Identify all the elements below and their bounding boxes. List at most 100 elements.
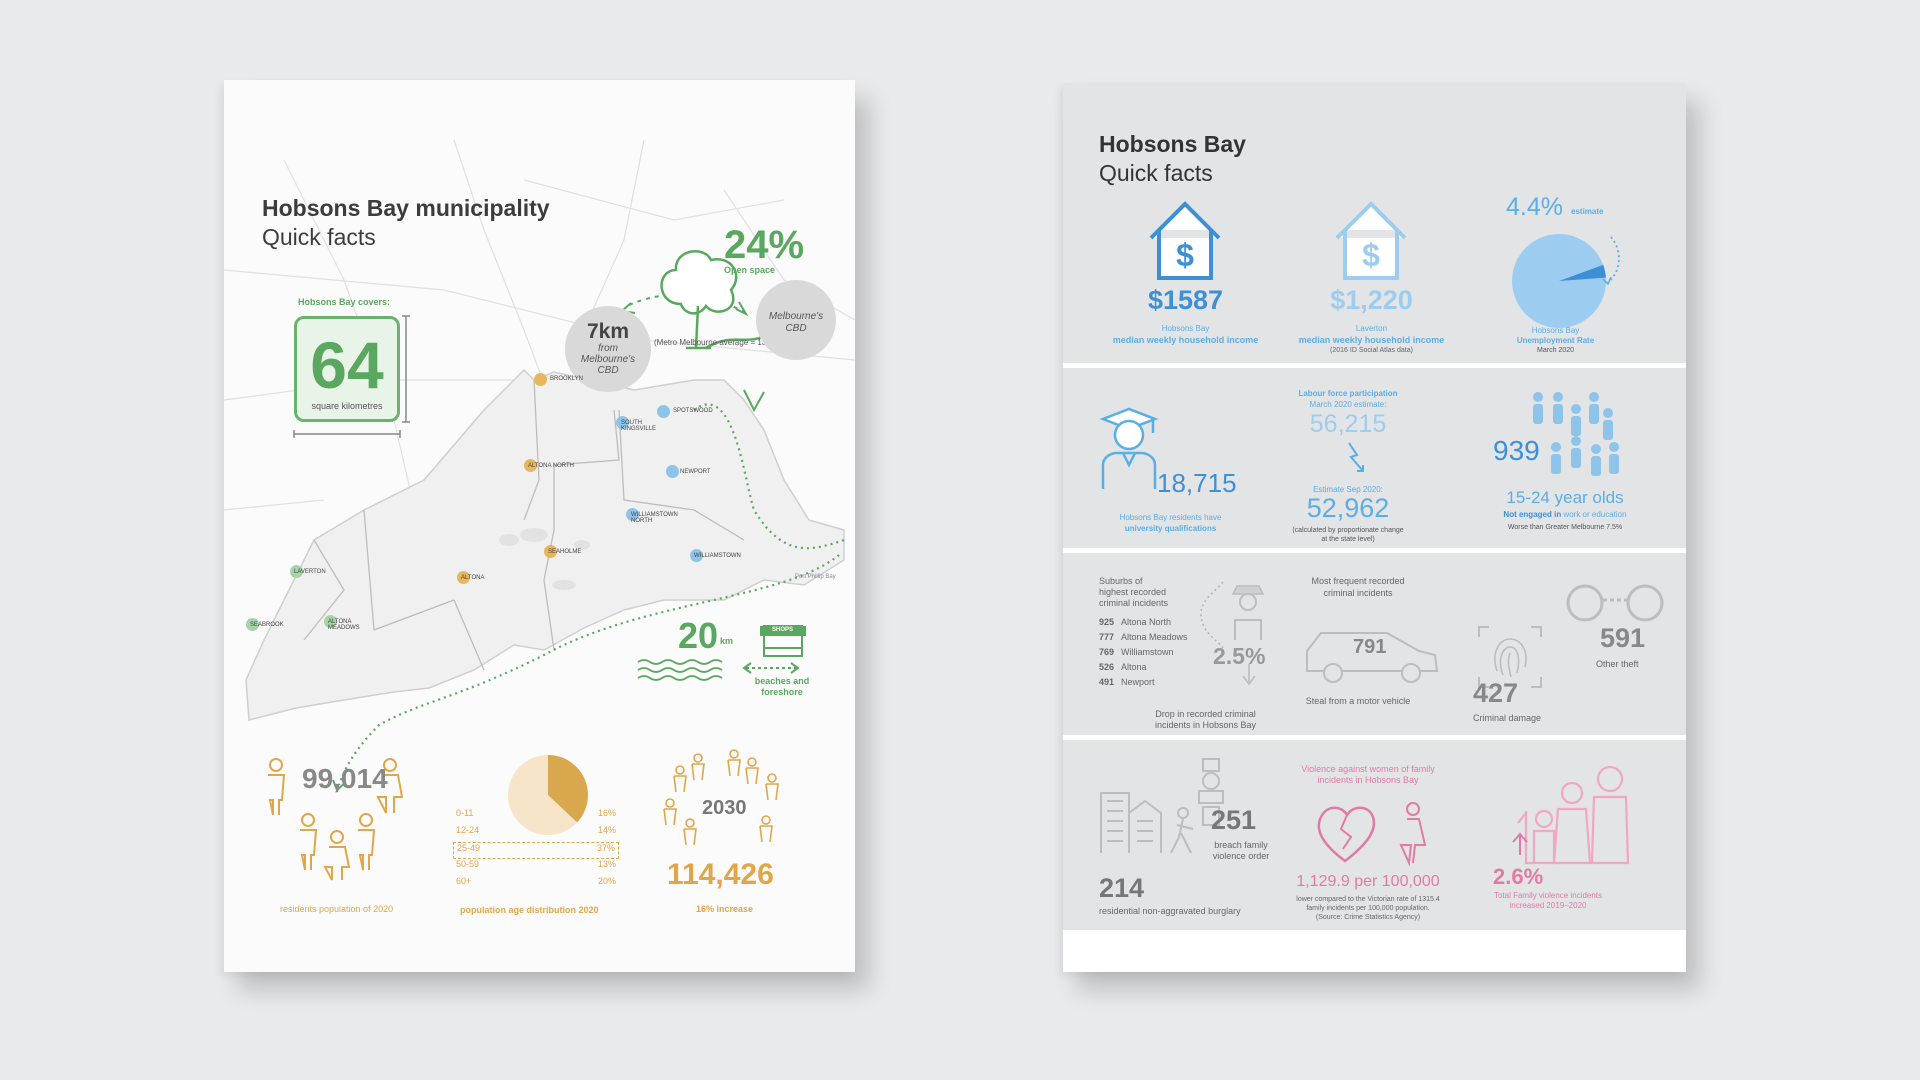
distance-line2: Melbourne's [580,354,636,365]
labour-note1: (calculated by proportionate change [1292,527,1404,534]
suburb-seaholme: SEAHOLME [548,549,582,555]
suburb-seabrook: SEABROOK [250,622,284,628]
violence-burglary-label: residential non-aggravated burglary [1099,906,1241,916]
education-line1: Hobsons Bay residents have [1119,513,1222,522]
youth-line2-b: work or education [1563,510,1627,519]
income-lav-line2: median weekly household income [1298,335,1445,345]
suburb-newport: NEWPORT [680,469,711,475]
bay-label: Port Phillip Bay [795,574,836,580]
youth-people-icons [1533,392,1619,476]
suburb-laverton: LAVERTON [294,569,326,575]
page-title: Hobsons Bay [1099,131,1246,157]
cbd-circle [756,280,836,360]
forecast-label: 16% increase [696,904,754,914]
violence-note3: (Source: Crime Statistics Agency) [1315,914,1421,921]
age-pie-chart [508,755,588,835]
area-unit: square kilometres [311,401,383,411]
suburb-brooklyn: BROOKLYN [550,376,583,382]
distance-line1: from [598,343,618,354]
suburb-dot-seabrook [246,618,259,631]
unemployment-slice [1559,264,1606,281]
labour-title2: March 2020 estimate: [1309,400,1387,409]
house-dollar-icon: $ [1149,201,1221,280]
cbd-line2: CBD [785,323,807,334]
age-label: population age distribution 2020 [460,905,599,915]
population-value: 99,014 [302,763,388,794]
crime-frequent2: criminal incidents [1323,588,1393,598]
page-subtitle: Quick facts [1099,160,1213,186]
suburb-dot-spotswood [657,405,670,418]
crime-suburb-name-1: Altona Meadows [1121,632,1188,642]
youth-line2: Not engaged in work or education [1480,510,1650,519]
beaches-label1: beaches and [754,676,810,686]
area-intro: Hobsons Bay covers: [298,297,391,307]
panel-divider [1063,548,1686,553]
right-brochure: Hobsons Bay Quick facts $ $1587 Hobsons … [1063,83,1686,972]
shop-and-waves-icon [637,625,806,681]
violence-burglary-value: 214 [1099,873,1145,903]
beaches-unit: km [720,636,734,646]
crime-suburb-count-1: 777 [1099,632,1115,642]
shop-sign: SHOPS [772,627,794,633]
suburb-dot-brooklyn [534,373,547,386]
violence-increase-label2: increased 2019–2020 [1509,901,1587,910]
down-arrow-icon [1348,442,1364,472]
age-range-4: 60+ [456,876,472,886]
distance-circle [565,306,651,392]
crime-damage-value: 427 [1473,678,1519,708]
violence-panel [1063,740,1686,930]
page-subtitle: Quick facts [262,224,376,250]
suburb-dot-laverton [290,565,303,578]
age-pct-4: 20% [597,876,616,886]
family-icon [1517,765,1630,865]
age-pct-2: 37% [596,843,615,853]
unemployment-value: 4.4% [1506,193,1563,221]
education-value: 18,715 [1157,468,1237,498]
distance-line3: CBD [597,365,619,376]
area-box: 64 square kilometres [294,316,400,422]
age-range-2: 25-49 [457,843,481,853]
forecast-value: 114,426 [667,858,774,891]
crime-damage-label: Criminal damage [1473,713,1542,723]
labour-title1: Labour force participation [1298,389,1398,398]
age-pct-0: 16% [597,808,616,818]
beaches-label2: foreshore [761,687,803,697]
page-title: Hobsons Bay municipality [262,195,550,221]
crime-drop-value: 2.5% [1213,643,1266,669]
crime-vehicle-label: Steal from a motor vehicle [1305,696,1411,706]
crime-drop-label2: incidents in Hobsons Bay [1154,720,1257,730]
youth-line2-a: Not engaged in [1503,510,1564,519]
violence-breach-label1: breach family [1214,840,1268,850]
suburb-dot-altona [457,571,470,584]
suburb-dot-seaholme [544,545,557,558]
crime-panel [1063,553,1686,735]
crime-theft-value: 591 [1600,623,1646,653]
left-brochure: Hobsons Bay municipality Quick facts 24%… [224,80,855,972]
violence-breach-value: 251 [1211,805,1257,835]
income-hb-line2: median weekly household income [1112,335,1259,345]
suburb-dot-newport [666,465,679,478]
employment-panel [1063,368,1686,548]
unemployment-line2: Unemployment Rate [1516,336,1595,345]
age-range-1: 12-24 [456,825,480,835]
violence-increase-label1: Total Family violence incidents [1493,891,1603,900]
income-lav-note: (2016 ID Social Atlas data) [1330,347,1413,354]
age-pie-highlight-slice [548,755,588,823]
open-space-value: 24% [724,223,805,267]
unemployment-date: March 2020 [1537,347,1574,354]
buildings-and-person-icon [1100,758,1224,854]
crime-drop-label1: Drop in recorded criminal [1155,709,1256,719]
age-pct-1: 14% [597,825,616,835]
house-dollar-icon: $ [1335,201,1407,280]
cbd-line1: Melbourne's [768,311,824,322]
unemployment-estimate: estimate [1571,207,1604,216]
people-icons [268,758,404,881]
crime-suburb-count-2: 769 [1099,647,1115,657]
youth-value: 939 [1493,435,1540,466]
unemployment-pie-chart [1512,234,1620,328]
labour-value2: 52,962 [1306,493,1390,523]
youth-label: 15-24 year olds [1506,488,1624,507]
suburb-dot-williamstown-north [626,508,639,521]
svg-text:$: $ [1362,237,1380,273]
labour-note2: at the state level) [1321,536,1375,543]
